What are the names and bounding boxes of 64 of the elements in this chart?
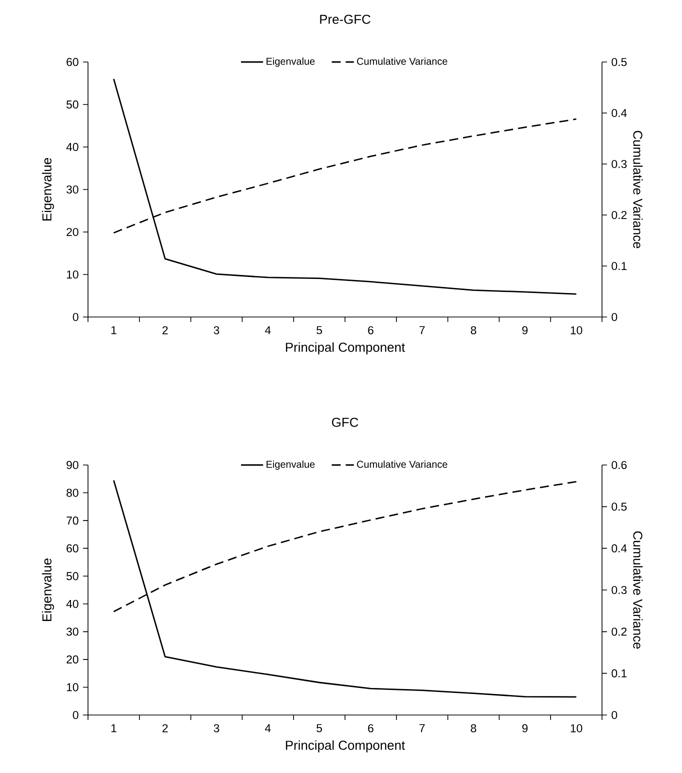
x-tick-label: 8: [470, 724, 476, 732]
y-tick-label: 80: [66, 488, 78, 497]
y2-tick-label: 0.5: [612, 502, 627, 511]
y-tick-label: 90: [66, 460, 78, 470]
y2-tick-label: 0: [612, 710, 618, 720]
x-tick-label: 5: [316, 724, 322, 732]
x-tick-label: 3: [214, 724, 220, 732]
y2-tick-label: 0.3: [612, 586, 627, 594]
y-tick-label: 60: [66, 544, 78, 552]
x-tick-label: 4: [264, 326, 271, 334]
y-tick-label: 50: [66, 100, 78, 109]
x-tick-label: 7: [420, 326, 425, 334]
y2-tick-label: 0.2: [612, 210, 627, 220]
legend-label: Eigenvalue: [266, 58, 315, 67]
y2-tick-label: 0: [612, 312, 618, 322]
y-tick-label: 0: [72, 710, 78, 720]
y-tick-label: 20: [66, 228, 78, 236]
y-tick-label: 40: [66, 142, 78, 152]
y-tick-label: 10: [66, 683, 78, 692]
y2-tick-label: 0.2: [612, 628, 627, 636]
y-tick-label: 0: [72, 312, 78, 322]
legend-label: Cumulative Variance: [357, 58, 448, 65]
chart-title: GFC: [332, 418, 358, 427]
y-tick-label: 30: [66, 185, 78, 194]
x-tick-label: 9: [522, 724, 528, 732]
legend-label: Eigenvalue: [266, 460, 315, 470]
x-tick-label: 4: [264, 724, 271, 732]
x-axis-title: Principal Component: [286, 740, 405, 752]
y2-tick-label: 0.1: [612, 669, 627, 678]
y2-tick-label: 0.1: [612, 262, 627, 270]
x-tick-label: 1: [111, 326, 116, 334]
y-tick-label: 70: [66, 516, 78, 525]
x-tick-label: 3: [214, 326, 220, 334]
x-tick-label: 6: [368, 326, 374, 334]
y-tick-label: 20: [66, 655, 78, 664]
x-tick-label: 8: [470, 326, 476, 334]
y-tick-label: 10: [66, 270, 78, 279]
y2-axis-title: Cumulative Variance: [633, 531, 643, 649]
line-series: [113, 78, 578, 295]
chart-title: Pre-GFC: [320, 14, 370, 24]
x-tick-label: 2: [162, 724, 168, 732]
y-tick-label: 40: [66, 600, 78, 608]
x-axis-title: Principal Component: [286, 342, 405, 354]
y2-tick-label: 0.4: [612, 544, 627, 552]
x-tick-label: 10: [570, 326, 582, 334]
legend-label: Cumulative Variance: [357, 460, 448, 468]
y-axis-title: Eigenvalue: [42, 158, 54, 220]
x-tick-label: 9: [522, 326, 528, 334]
y2-tick-label: 0.4: [612, 108, 627, 118]
x-tick-label: 7: [420, 724, 425, 732]
x-tick-label: 2: [162, 326, 168, 334]
y2-tick-label: 0.6: [612, 460, 627, 470]
line-series: [113, 480, 578, 698]
y-tick-label: 50: [66, 572, 78, 580]
y2-tick-label: 0.5: [612, 58, 627, 66]
x-tick-label: 1: [111, 724, 116, 732]
x-tick-label: 6: [368, 724, 374, 732]
y2-axis-title: Cumulative Variance: [633, 130, 643, 248]
y-tick-label: 30: [66, 628, 78, 636]
x-tick-label: 10: [570, 724, 582, 732]
x-tick-label: 5: [316, 326, 322, 334]
y2-tick-label: 0.3: [612, 160, 627, 168]
y-axis-title: Eigenvalue: [42, 558, 54, 621]
y-tick-label: 60: [66, 58, 78, 66]
